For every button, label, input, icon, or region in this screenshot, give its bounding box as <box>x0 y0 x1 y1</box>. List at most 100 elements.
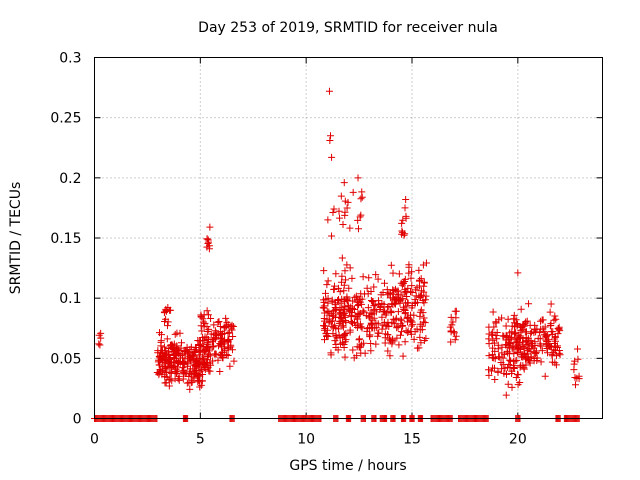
data-point <box>340 287 348 295</box>
data-point <box>160 343 168 351</box>
data-point <box>159 367 167 375</box>
data-point <box>526 359 534 367</box>
x-tick-label: 15 <box>403 432 421 448</box>
data-point <box>216 367 224 375</box>
data-point <box>553 352 561 360</box>
data-point <box>347 318 355 326</box>
data-point <box>222 314 230 322</box>
data-point <box>510 364 518 372</box>
data-point <box>505 336 513 344</box>
data-point <box>530 354 538 362</box>
data-point <box>378 325 386 333</box>
data-point <box>503 347 511 355</box>
data-point <box>197 381 205 389</box>
data-point <box>207 314 215 322</box>
data-point <box>205 347 213 355</box>
data-point <box>349 297 357 305</box>
data-point <box>540 331 548 339</box>
data-point <box>513 356 521 364</box>
data-point <box>216 322 224 330</box>
data-point <box>422 259 430 267</box>
data-point <box>389 286 397 294</box>
data-point <box>358 193 366 201</box>
data-point <box>396 297 404 305</box>
data-point <box>158 347 166 355</box>
data-point <box>510 330 518 338</box>
data-point <box>522 334 530 342</box>
data-point <box>188 378 196 386</box>
data-point <box>372 324 380 332</box>
data-point <box>510 311 518 319</box>
data-point <box>379 321 387 329</box>
data-point <box>323 315 331 323</box>
data-point <box>346 326 354 334</box>
data-point <box>193 372 201 380</box>
data-point <box>485 340 493 348</box>
data-point <box>400 303 408 311</box>
data-point <box>327 132 335 140</box>
data-point <box>407 330 415 338</box>
data-point <box>393 296 401 304</box>
data-point <box>191 343 199 351</box>
x-tick-label: 10 <box>297 432 315 448</box>
data-point <box>324 216 332 224</box>
data-point <box>351 312 359 320</box>
data-point <box>183 379 191 387</box>
y-tick-label: 0.3 <box>59 51 81 67</box>
data-point <box>176 358 184 366</box>
data-point <box>168 377 176 385</box>
x-tick-label: 20 <box>509 432 527 448</box>
data-point <box>192 354 200 362</box>
data-point <box>401 204 409 212</box>
data-point <box>381 308 389 316</box>
data-point <box>165 382 173 390</box>
data-point <box>554 330 562 338</box>
data-point <box>395 341 403 349</box>
data-point <box>405 263 413 271</box>
data-point <box>327 310 335 318</box>
data-point <box>492 331 500 339</box>
data-point <box>384 331 392 339</box>
data-point <box>96 341 104 349</box>
data-point <box>328 153 336 161</box>
data-point <box>514 269 522 277</box>
data-point <box>197 312 205 320</box>
data-point <box>498 365 506 373</box>
data-point <box>220 330 228 338</box>
data-point <box>187 371 195 379</box>
data-point <box>490 323 498 331</box>
data-point <box>188 351 196 359</box>
data-point <box>539 325 547 333</box>
data-point <box>512 329 520 337</box>
data-point <box>204 238 212 246</box>
data-point <box>417 306 425 314</box>
data-point <box>510 343 518 351</box>
data-point <box>171 330 179 338</box>
data-point <box>162 307 170 315</box>
data-point <box>547 328 555 336</box>
data-point <box>402 195 410 203</box>
data-point <box>503 340 511 348</box>
data-point <box>403 293 411 301</box>
data-point <box>505 356 513 364</box>
y-tick-label: 0.15 <box>50 231 81 247</box>
data-point <box>551 312 559 320</box>
data-point <box>504 380 512 388</box>
data-point <box>181 370 189 378</box>
data-point <box>489 364 497 372</box>
data-point <box>356 213 364 221</box>
data-point <box>388 300 396 308</box>
data-point <box>398 219 406 227</box>
data-point <box>354 174 362 182</box>
data-points <box>91 87 583 422</box>
data-point <box>404 329 412 337</box>
data-point <box>536 335 544 343</box>
data-point <box>398 227 406 235</box>
data-point <box>571 374 579 382</box>
data-point <box>542 336 550 344</box>
data-point <box>384 347 392 355</box>
data-point <box>226 362 234 370</box>
data-point <box>192 369 200 377</box>
data-point <box>385 290 393 298</box>
data-point <box>553 342 561 350</box>
